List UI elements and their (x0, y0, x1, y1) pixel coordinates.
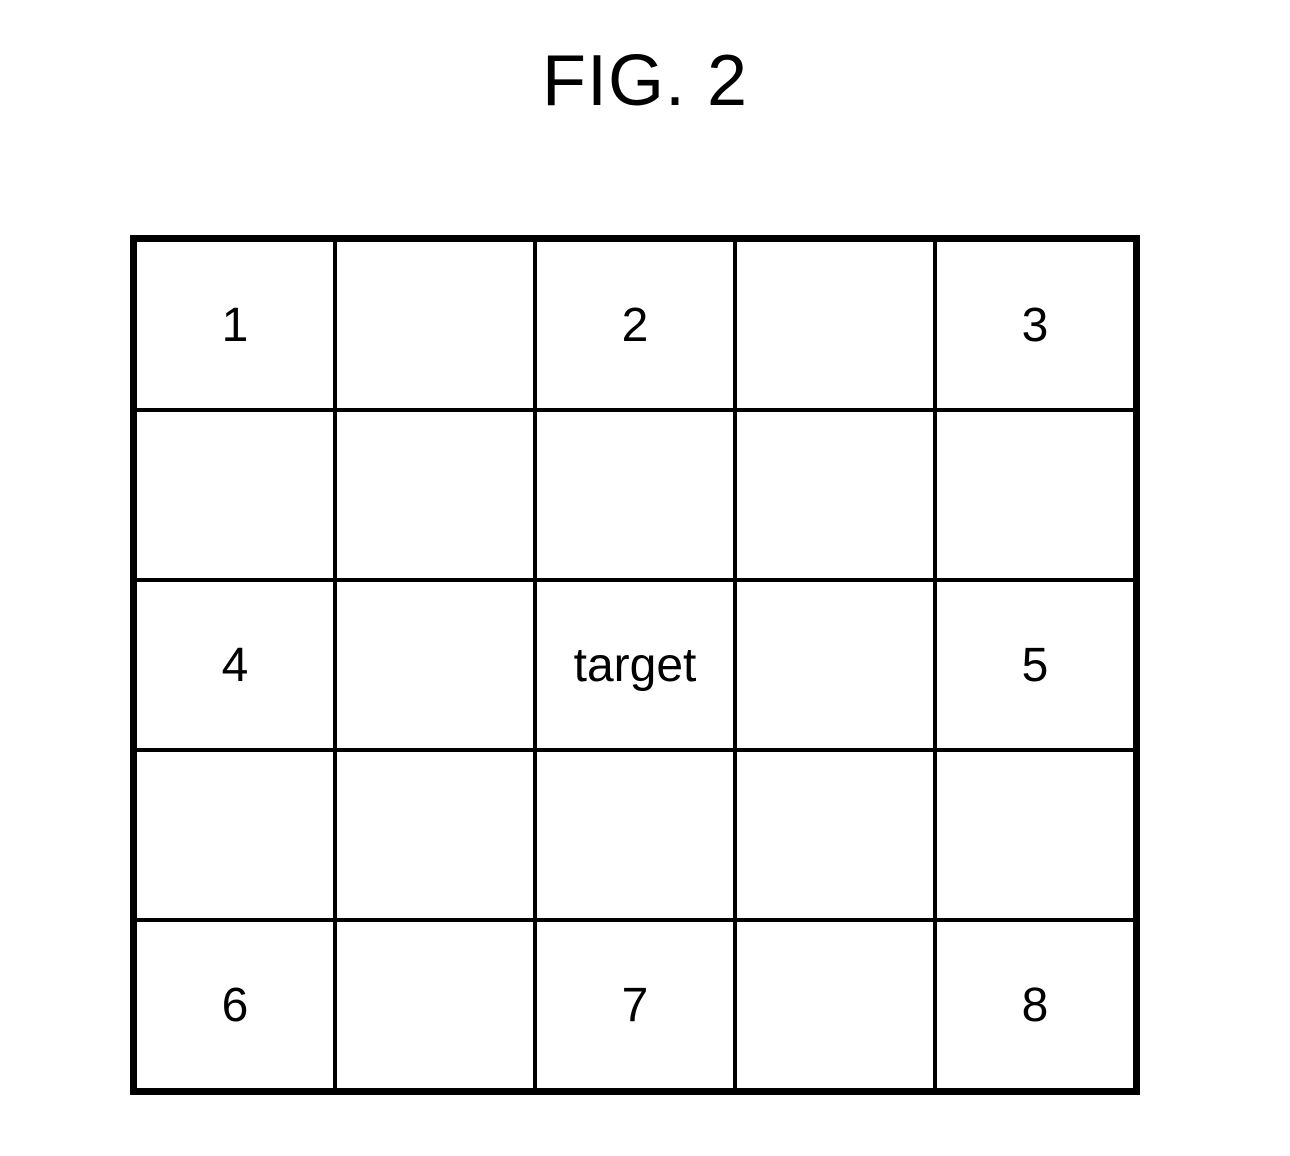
cell-0-2: 2 (535, 240, 735, 410)
cell-2-1 (335, 580, 535, 750)
cell-0-3 (735, 240, 935, 410)
cell-2-3 (735, 580, 935, 750)
figure-container: FIG. 2 1 2 3 4 target 5 6 7 8 (0, 0, 1290, 1156)
cell-2-0: 4 (135, 580, 335, 750)
cell-3-0 (135, 750, 335, 920)
cell-4-0: 6 (135, 920, 335, 1090)
cell-1-3 (735, 410, 935, 580)
cell-3-2 (535, 750, 735, 920)
cell-1-2 (535, 410, 735, 580)
grid: 1 2 3 4 target 5 6 7 8 (130, 235, 1140, 1095)
cell-4-1 (335, 920, 535, 1090)
cell-4-2: 7 (535, 920, 735, 1090)
cell-3-4 (935, 750, 1135, 920)
cell-2-4: 5 (935, 580, 1135, 750)
cell-4-3 (735, 920, 935, 1090)
cell-3-3 (735, 750, 935, 920)
cell-1-1 (335, 410, 535, 580)
cell-2-2: target (535, 580, 735, 750)
cell-0-1 (335, 240, 535, 410)
figure-title: FIG. 2 (0, 40, 1290, 122)
cell-1-0 (135, 410, 335, 580)
cell-0-0: 1 (135, 240, 335, 410)
cell-0-4: 3 (935, 240, 1135, 410)
cell-4-4: 8 (935, 920, 1135, 1090)
cell-3-1 (335, 750, 535, 920)
cell-1-4 (935, 410, 1135, 580)
